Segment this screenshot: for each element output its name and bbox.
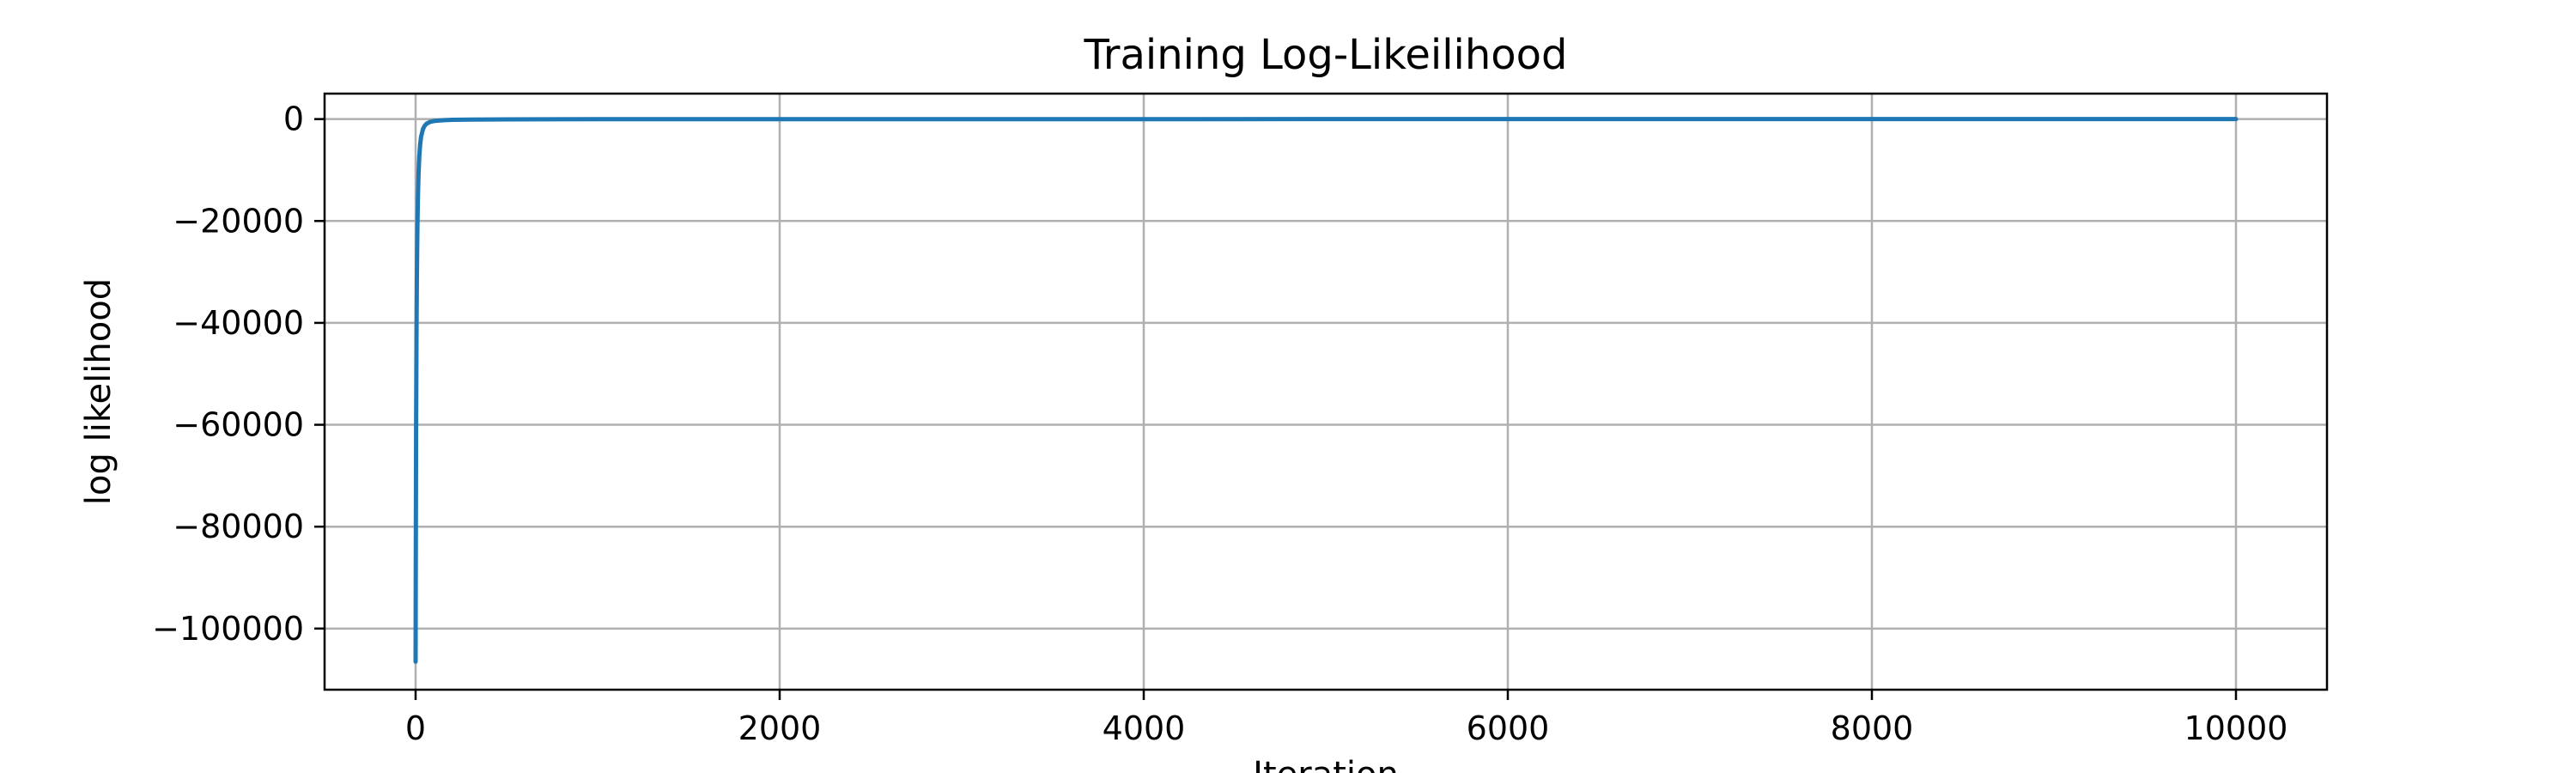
- x-axis: 0 2000 4000 6000 8000 10000: [405, 690, 2288, 747]
- x-tick-label: 6000: [1467, 709, 1550, 747]
- y-tick-label: −40000: [173, 304, 304, 342]
- y-tick-label: 0: [283, 100, 304, 138]
- grid: [325, 94, 2327, 690]
- x-tick-label: 0: [405, 709, 426, 747]
- series-layer: [413, 117, 2239, 664]
- x-tick-label: 8000: [1831, 709, 1914, 747]
- x-tick-label: 4000: [1103, 709, 1186, 747]
- y-tick-label: −60000: [173, 406, 304, 444]
- x-axis-label: Iteration: [1253, 755, 1399, 773]
- y-axis-label: log likelihood: [79, 278, 118, 505]
- y-tick-label: −20000: [173, 202, 304, 240]
- x-tick-label: 2000: [738, 709, 822, 747]
- x-tick-label: 10000: [2184, 709, 2288, 747]
- series-line: [413, 117, 2239, 664]
- y-tick-label: −80000: [173, 508, 304, 545]
- plot-frame: [323, 92, 2329, 691]
- y-axis: 0 −20000 −40000 −60000 −80000 −100000: [152, 100, 325, 648]
- y-tick-label: −100000: [152, 610, 304, 648]
- chart-title: Training Log-Likeilihood: [1083, 31, 1567, 79]
